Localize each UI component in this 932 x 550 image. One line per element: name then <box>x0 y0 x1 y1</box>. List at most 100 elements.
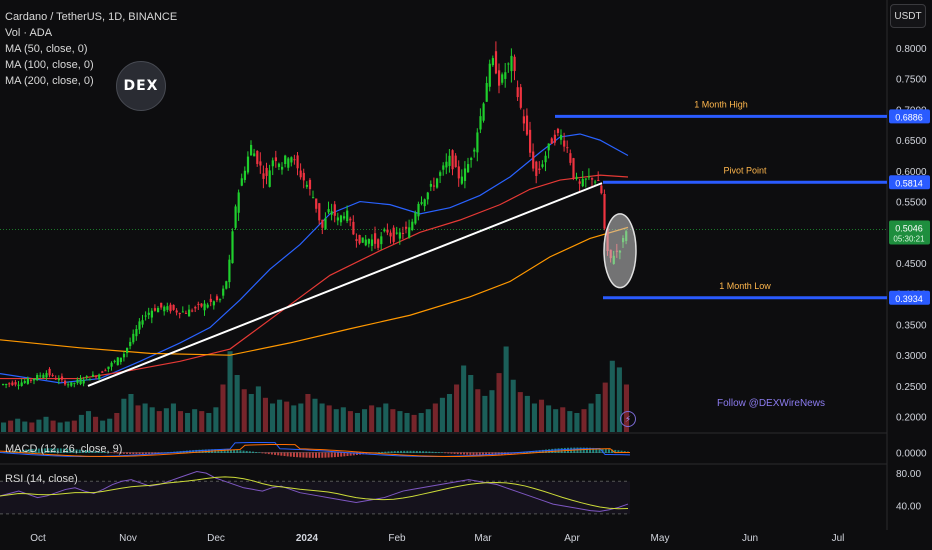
volume-bar <box>213 407 219 432</box>
macd-histogram-bar <box>66 448 69 453</box>
volume-bar <box>185 413 191 432</box>
time-tick-label: Feb <box>388 533 406 544</box>
macd-histogram-bar <box>56 448 59 453</box>
volume-bar <box>404 413 410 432</box>
candle-body <box>281 166 284 170</box>
candle-body <box>67 384 70 386</box>
macd-histogram-bar <box>138 452 141 455</box>
candle-body <box>91 374 95 377</box>
candle-body <box>203 303 206 311</box>
candle-body <box>553 134 556 143</box>
candle-body <box>374 233 377 244</box>
candle-body <box>308 179 312 190</box>
macd-pane-label[interactable]: MACD (12, 26, close, 9) <box>5 443 123 455</box>
macd-histogram-bar <box>340 452 343 457</box>
candle-body <box>51 375 54 377</box>
macd-histogram-bar <box>220 449 223 453</box>
candle-body <box>587 176 591 178</box>
level-price-label: 0.3934 <box>895 294 923 304</box>
volume-bar <box>149 407 155 432</box>
rsi-pane-label[interactable]: RSI (14, close) <box>5 473 78 485</box>
volume-bar <box>538 399 545 432</box>
candle-body <box>178 312 181 315</box>
macd-histogram-bar <box>434 451 437 453</box>
price-tick-label: 0.4500 <box>896 259 927 270</box>
volume-bar <box>503 346 509 432</box>
volume-bar <box>595 394 601 432</box>
macd-histogram-bar <box>85 450 88 453</box>
volume-bar <box>192 409 198 432</box>
macd-histogram-bar <box>346 452 349 457</box>
candle-body <box>107 366 110 369</box>
rsi-line <box>0 470 629 512</box>
macd-histogram-bar <box>409 450 412 453</box>
macd-histogram-bar <box>381 451 384 453</box>
volume-bar <box>121 398 127 432</box>
macd-histogram-bar <box>151 452 154 454</box>
macd-histogram-bar <box>459 452 462 455</box>
candle-body <box>197 303 200 305</box>
macd-histogram-bar <box>292 452 295 457</box>
volume-bar <box>574 413 580 432</box>
lightning-icon[interactable]: ⚡ <box>620 411 636 427</box>
macd-histogram-bar <box>585 447 588 453</box>
candle-body <box>191 310 194 312</box>
macd-histogram-bar <box>453 452 456 454</box>
candle-body <box>101 371 104 373</box>
volume-bar <box>510 379 516 432</box>
currency-button[interactable]: USDT <box>890 4 926 28</box>
rsi-tick-label: 80.00 <box>896 469 921 480</box>
rsi-ma-line <box>0 476 629 510</box>
candle-body <box>476 132 479 153</box>
ma50-label[interactable]: MA (50, close, 0) <box>5 43 88 55</box>
volume-bar <box>340 407 346 432</box>
time-tick-label: Nov <box>119 533 137 544</box>
macd-histogram-bar <box>311 452 314 458</box>
ma100-label[interactable]: MA (100, close, 0) <box>5 59 94 71</box>
dex-logo: DEX <box>116 61 166 111</box>
candle-body <box>556 128 560 133</box>
macd-histogram-bar <box>365 452 368 454</box>
volume-bar <box>36 419 42 432</box>
candle-body <box>39 375 42 377</box>
candle-body <box>352 221 355 235</box>
candle-body <box>401 232 405 234</box>
volume-indicator-label[interactable]: Vol · ADA <box>5 27 53 39</box>
volume-bar <box>1 422 7 432</box>
candle-body <box>414 212 417 224</box>
candle-body <box>225 281 228 289</box>
price-tick-label: 0.8000 <box>896 44 927 55</box>
candle-body <box>333 204 336 216</box>
macd-histogram-bar <box>551 448 554 453</box>
macd-histogram-bar <box>126 452 128 454</box>
volume-bar <box>43 416 49 432</box>
candle-body <box>60 376 64 380</box>
level-price-tag <box>889 109 930 124</box>
rsi-tick-label: 40.00 <box>896 502 921 513</box>
candle-body <box>153 308 157 311</box>
volume-bar <box>15 418 21 432</box>
candle-body <box>547 143 550 151</box>
macd-histogram-bar <box>100 451 103 453</box>
macd-histogram-bar <box>81 449 84 453</box>
candle-body <box>181 311 184 313</box>
volume-bar <box>93 416 99 432</box>
volume-bar <box>468 375 474 432</box>
candle-body <box>98 374 101 379</box>
candle-body <box>572 158 575 179</box>
macd-histogram-bar <box>277 452 280 456</box>
ma200-label[interactable]: MA (200, close, 0) <box>5 75 94 87</box>
candle-body <box>45 373 48 378</box>
candle-body <box>336 217 339 221</box>
candle-body <box>408 227 411 238</box>
candle-body <box>231 231 234 264</box>
symbol-title[interactable]: Cardano / TetherUS, 1D, BINANCE <box>5 11 178 23</box>
candle-body <box>73 382 76 384</box>
macd-histogram-bar <box>469 452 472 455</box>
volume-bar <box>142 403 148 432</box>
macd-histogram-bar <box>116 452 119 454</box>
candle-body <box>451 150 454 170</box>
volume-bar <box>269 403 276 432</box>
candle-body <box>209 298 212 303</box>
candle-body <box>246 156 250 173</box>
